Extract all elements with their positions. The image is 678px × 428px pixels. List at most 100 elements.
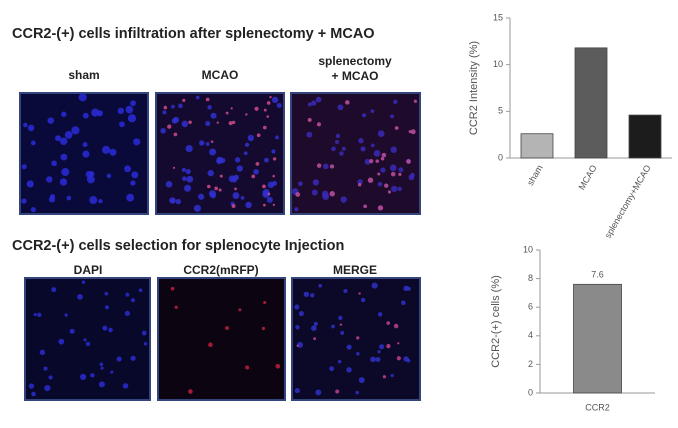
cell [390,146,397,153]
cell [391,185,398,193]
cell [375,159,380,163]
cell [381,152,387,158]
cell [272,174,275,178]
cell [188,389,193,394]
cell [377,350,381,354]
cell [91,108,100,117]
cell [207,169,214,177]
cell [81,280,86,284]
cell [173,132,178,137]
cell [61,168,70,177]
cell [295,192,301,197]
cell [382,375,387,379]
cell [234,187,237,191]
cell [28,383,35,389]
cell [80,373,87,380]
cell [31,391,36,397]
cell [85,341,91,347]
cell [377,312,383,317]
cell [51,287,57,293]
cell [89,171,95,177]
cell [198,193,205,200]
cell [102,325,108,331]
cell [357,183,362,187]
cell [329,164,335,169]
cell [369,159,374,164]
cell [358,292,361,295]
y-tick-label: 4 [528,330,533,340]
y-tick-label: 6 [528,302,533,312]
y-tick-label: 2 [528,359,533,369]
cell [394,126,399,130]
cell [271,96,279,104]
bar [573,283,622,394]
cell [243,151,248,156]
cell [377,205,384,211]
cell [78,93,87,102]
cell [387,190,392,194]
cell [262,203,266,207]
cell [340,330,345,335]
cell [312,179,320,186]
cell [99,362,104,367]
cell [370,109,375,114]
cell [335,389,340,394]
cell [345,100,350,105]
cell [184,184,192,192]
cell [397,342,400,345]
cell [363,204,368,209]
cell [125,105,134,114]
cell [410,129,416,135]
cell [165,181,173,188]
cell [245,365,250,370]
cell [247,134,255,142]
cell [170,286,175,291]
cell [108,327,113,333]
cell [27,124,35,132]
cell [185,144,193,153]
cell [130,100,136,107]
panel-label: splenectomy [318,54,392,68]
cell [276,102,282,109]
cell [253,168,259,175]
cell [307,102,312,107]
panel-label: + MCAO [331,69,378,83]
cell [21,164,27,170]
cell [251,174,256,179]
cell [44,384,51,392]
cell [298,310,304,317]
cell [82,150,90,158]
cell [205,97,210,102]
cell [379,344,385,350]
cell [329,191,335,197]
cell [77,293,83,300]
cell [130,180,136,186]
cell [181,167,186,172]
cell [375,357,381,362]
cell [102,145,111,154]
cell [266,196,273,203]
cell [370,143,375,148]
cell [228,121,233,126]
cell [272,203,275,207]
cell [30,207,36,213]
cell [59,137,68,146]
cell [295,325,300,330]
cell [406,359,411,363]
cell [230,107,233,110]
cell [131,171,139,179]
cell [323,163,329,170]
cell [232,192,240,200]
cell [313,337,317,341]
cell [367,177,374,183]
cell [269,95,272,99]
value-label: 7.6 [591,270,604,280]
cell [86,175,95,184]
cell [185,168,191,175]
cell [390,114,395,119]
cell [208,342,213,348]
cell [182,176,187,182]
cell [337,359,342,364]
cell [370,356,376,363]
